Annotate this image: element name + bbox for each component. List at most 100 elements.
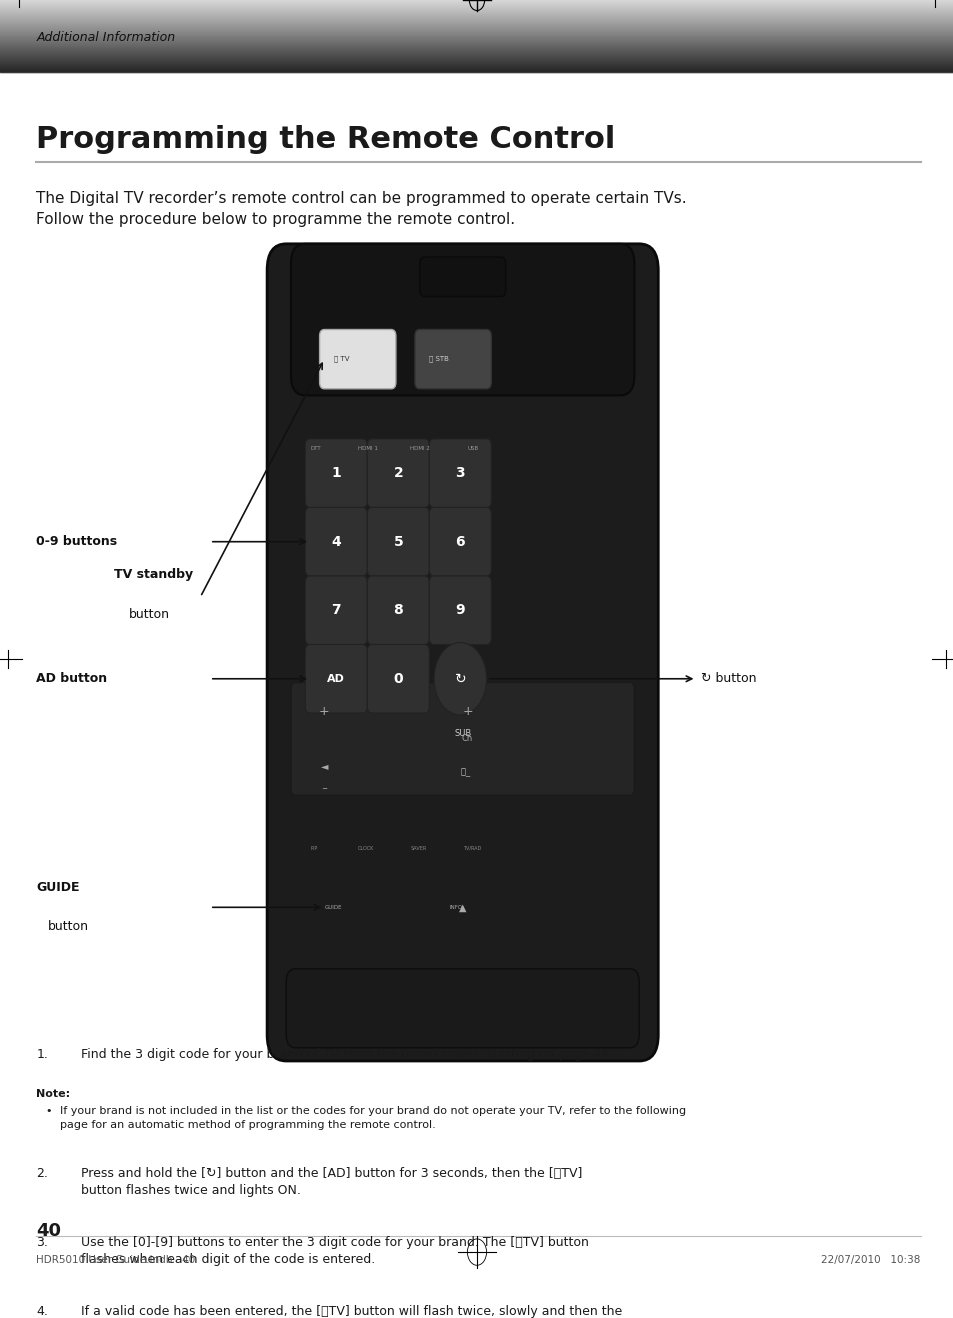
Bar [0,40,953,41]
Text: 🔇: 🔇 [459,767,465,776]
Bar [0,42,953,43]
FancyBboxPatch shape [367,576,429,645]
Bar [0,13,953,14]
Text: HDMI 1: HDMI 1 [357,445,377,451]
Bar [0,0,953,1]
FancyBboxPatch shape [429,439,491,507]
Bar [0,43,953,45]
Circle shape [434,642,486,714]
FancyBboxPatch shape [367,645,429,713]
Text: ◄: ◄ [320,762,328,771]
Text: Programming the Remote Control: Programming the Remote Control [36,125,615,154]
Bar [0,38,953,40]
Text: SAVER: SAVER [410,846,426,850]
Text: _: _ [322,780,326,788]
Bar [0,54,953,55]
FancyBboxPatch shape [429,507,491,576]
Text: ↻: ↻ [454,672,466,685]
Bar [0,62,953,63]
Bar [0,34,953,37]
Text: AD: AD [327,673,345,684]
FancyBboxPatch shape [367,439,429,507]
Text: Additional Information: Additional Information [36,32,175,45]
Text: +: + [318,705,330,718]
Text: 3.: 3. [36,1236,48,1249]
Text: SUB: SUB [454,729,471,738]
Bar [0,9,953,11]
Text: CLOCK: CLOCK [357,846,374,850]
Text: 9: 9 [455,604,465,617]
Bar [0,57,953,58]
FancyBboxPatch shape [415,330,491,389]
Text: TV standby: TV standby [114,568,193,581]
Text: _: _ [465,768,469,778]
Bar [0,59,953,61]
Text: 1: 1 [331,467,341,480]
Bar [0,61,953,62]
Bar [0,20,953,22]
Bar [0,33,953,34]
Text: INFO: INFO [449,905,462,909]
Text: AD button: AD button [36,672,108,685]
Bar [0,67,953,69]
Bar [0,4,953,5]
Bar [0,53,953,54]
Text: Ch: Ch [461,734,473,743]
Text: 0-9 buttons: 0-9 buttons [36,535,117,548]
Text: Press and hold the [↻] button and the [AD] button for 3 seconds, then the [⏻TV]
: Press and hold the [↻] button and the [A… [81,1168,582,1198]
Text: PIP: PIP [310,846,317,850]
Text: 6: 6 [455,535,465,548]
Bar [0,12,953,13]
Text: 5: 5 [393,535,403,548]
Bar [0,49,953,51]
Bar [0,71,953,72]
Bar [0,28,953,29]
Bar [0,36,953,38]
Bar [0,24,953,25]
FancyBboxPatch shape [291,244,634,395]
Text: ▲: ▲ [458,903,466,912]
Bar [0,5,953,7]
Text: +: + [461,705,473,718]
FancyBboxPatch shape [291,683,634,795]
Text: 8: 8 [393,604,403,617]
Bar [0,14,953,16]
Text: If your brand is not included in the list or the codes for your brand do not ope: If your brand is not included in the lis… [60,1106,685,1130]
FancyBboxPatch shape [367,507,429,576]
Bar [0,25,953,26]
Text: 1.: 1. [36,1048,48,1061]
Bar [0,58,953,59]
Bar [0,1,953,3]
Text: TV/RAD: TV/RAD [462,846,480,850]
Bar [0,0,953,72]
Text: DTT: DTT [310,445,320,451]
Bar [0,55,953,57]
Bar [0,7,953,9]
Text: 22/07/2010   10:38: 22/07/2010 10:38 [821,1255,920,1265]
Text: Use the [0]-[9] buttons to enter the 3 digit code for your brand. The [⏻TV] butt: Use the [0]-[9] buttons to enter the 3 d… [81,1236,588,1267]
Text: •: • [46,1106,52,1116]
Bar [0,16,953,17]
Text: 4: 4 [331,535,341,548]
Text: 40: 40 [36,1222,61,1240]
Bar [0,46,953,47]
Bar [0,70,953,71]
Text: USB: USB [467,445,478,451]
Text: Find the 3 digit code for your brand of TV from the brand codes, starting on pag: Find the 3 digit code for your brand of … [81,1048,613,1061]
Text: button: button [48,920,89,933]
Bar [0,47,953,49]
Text: 7: 7 [331,604,341,617]
FancyBboxPatch shape [419,257,505,297]
Bar [0,41,953,42]
Bar [0,17,953,18]
Text: GUIDE: GUIDE [324,905,341,909]
Text: HDMI 2: HDMI 2 [410,445,430,451]
Bar [0,11,953,12]
Text: ↻ button: ↻ button [700,672,756,685]
Text: ⏻ TV: ⏻ TV [334,356,349,362]
FancyBboxPatch shape [305,439,367,507]
Bar [0,26,953,28]
Text: button: button [129,608,170,621]
Text: If a valid code has been entered, the [⏻TV] button will flash twice, slowly and : If a valid code has been entered, the [⏻… [81,1305,621,1318]
Bar [0,32,953,33]
